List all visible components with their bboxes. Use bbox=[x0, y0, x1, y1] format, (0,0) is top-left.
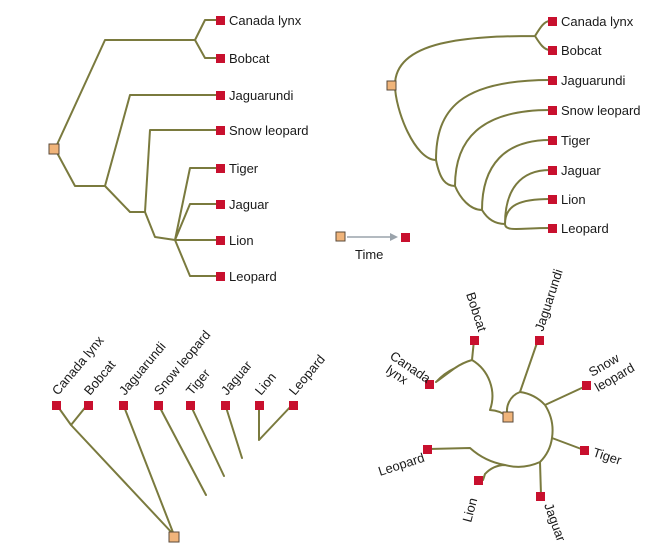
root-node-b bbox=[386, 80, 397, 91]
legend-tip-icon bbox=[401, 233, 410, 242]
tip-d-jaguarundi bbox=[535, 336, 544, 345]
label-b-leopard: Leopard bbox=[561, 221, 609, 236]
tip-b-snow bbox=[548, 106, 557, 115]
label-c-tiger: Tiger bbox=[183, 365, 214, 397]
tip-a-bobcat bbox=[216, 54, 225, 63]
tip-c-jaguarundi bbox=[119, 401, 128, 410]
label-d-tiger: Tiger bbox=[591, 445, 624, 468]
label-c-lion: Lion bbox=[252, 369, 279, 397]
tip-b-leopard bbox=[548, 224, 557, 233]
label-d-lion: Lion bbox=[459, 496, 480, 524]
tip-c-tiger bbox=[186, 401, 195, 410]
tree-b-branches bbox=[394, 20, 551, 230]
root-node-d bbox=[502, 411, 514, 423]
tip-c-snow bbox=[154, 401, 163, 410]
panel-upward-tree: Canada lynx Bobcat Jaguarundi Snow leopa… bbox=[49, 327, 328, 543]
tip-b-lion bbox=[548, 195, 557, 204]
tip-c-leopard bbox=[289, 401, 298, 410]
label-a-bobcat: Bobcat bbox=[229, 51, 270, 66]
label-d-leopard: Leopard bbox=[376, 450, 426, 479]
root-node-c bbox=[168, 531, 180, 543]
label-a-jaguarundi: Jaguarundi bbox=[229, 88, 293, 103]
panel-rectangular-tree: Canada lynx Bobcat Jaguarundi Snow leopa… bbox=[48, 13, 309, 284]
label-b-lynx: Canada lynx bbox=[561, 14, 634, 29]
tree-a-branches bbox=[54, 19, 219, 277]
tip-a-leopard bbox=[216, 272, 225, 281]
tip-d-lynx bbox=[425, 380, 434, 389]
label-a-lynx: Canada lynx bbox=[229, 13, 302, 28]
label-d-jaguarundi: Jaguarundi bbox=[532, 267, 566, 333]
tree-d-branches bbox=[428, 339, 587, 496]
label-b-tiger: Tiger bbox=[561, 133, 591, 148]
tip-a-lynx bbox=[216, 16, 225, 25]
label-a-snow: Snow leopard bbox=[229, 123, 309, 138]
panel-curved-tree: Canada lynx Bobcat Jaguarundi Snow leopa… bbox=[386, 14, 641, 236]
tree-c-branches bbox=[55, 403, 294, 536]
tip-a-jaguar bbox=[216, 200, 225, 209]
tip-a-tiger bbox=[216, 164, 225, 173]
panel-radial-tree: Bobcat Jaguarundi Canada lynx Snow leopa… bbox=[376, 267, 637, 544]
legend-root-icon bbox=[335, 231, 346, 242]
tip-c-jaguar bbox=[221, 401, 230, 410]
label-a-leopard: Leopard bbox=[229, 269, 277, 284]
tip-d-snow bbox=[582, 381, 591, 390]
tip-d-bobcat bbox=[470, 336, 479, 345]
label-b-lion: Lion bbox=[561, 192, 586, 207]
label-b-jaguar: Jaguar bbox=[561, 163, 601, 178]
label-c-jaguar: Jaguar bbox=[218, 357, 255, 398]
time-arrowhead-icon bbox=[390, 233, 398, 241]
tip-b-tiger bbox=[548, 136, 557, 145]
label-c-leopard: Leopard bbox=[286, 352, 328, 398]
tip-b-bobcat bbox=[548, 46, 557, 55]
tip-c-bobcat bbox=[84, 401, 93, 410]
tip-b-jaguar bbox=[548, 166, 557, 175]
time-legend: Time bbox=[335, 231, 410, 262]
tip-a-lion bbox=[216, 236, 225, 245]
label-d-bobcat: Bobcat bbox=[463, 290, 490, 333]
tip-d-jaguar bbox=[536, 492, 545, 501]
tip-c-lion bbox=[255, 401, 264, 410]
tip-a-snow bbox=[216, 126, 225, 135]
label-c-snow: Snow leopard bbox=[151, 327, 214, 398]
tip-b-jaguarundi bbox=[548, 76, 557, 85]
tip-b-lynx bbox=[548, 17, 557, 26]
tip-c-lynx bbox=[52, 401, 61, 410]
tip-d-leopard bbox=[423, 445, 432, 454]
label-a-tiger: Tiger bbox=[229, 161, 259, 176]
label-b-jaguarundi: Jaguarundi bbox=[561, 73, 625, 88]
label-a-lion: Lion bbox=[229, 233, 254, 248]
root-node-a bbox=[48, 143, 60, 155]
time-label: Time bbox=[355, 247, 383, 262]
label-d-jaguar: Jaguar bbox=[541, 501, 569, 544]
tip-d-lion bbox=[474, 476, 483, 485]
tip-d-tiger bbox=[580, 446, 589, 455]
label-b-bobcat: Bobcat bbox=[561, 43, 602, 58]
label-b-snow: Snow leopard bbox=[561, 103, 641, 118]
tip-a-jaguarundi bbox=[216, 91, 225, 100]
label-a-jaguar: Jaguar bbox=[229, 197, 269, 212]
